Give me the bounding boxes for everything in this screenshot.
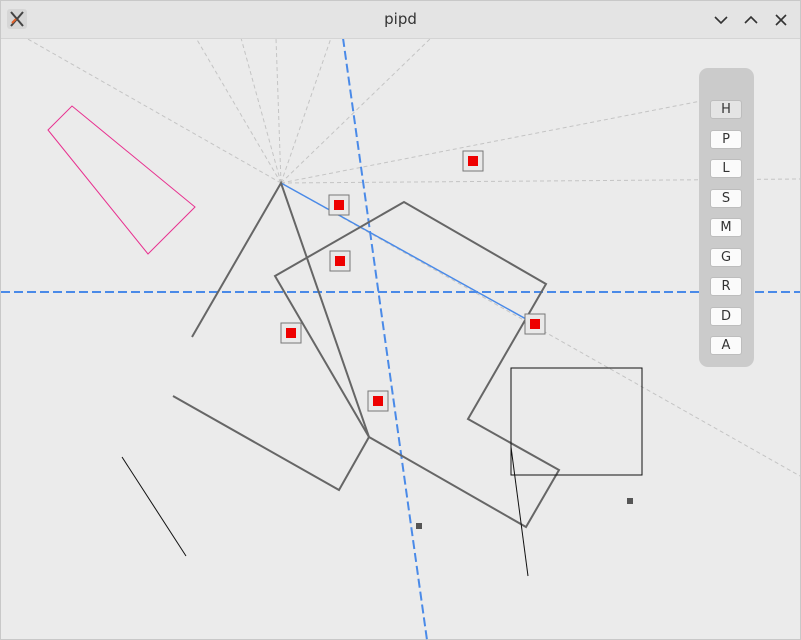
black-line-1 xyxy=(121,456,187,557)
handle xyxy=(280,322,302,344)
tool-r-button[interactable]: R xyxy=(710,277,742,296)
construction-guides xyxy=(26,39,800,477)
tool-a-button[interactable]: A xyxy=(710,336,742,355)
handle xyxy=(462,150,484,172)
drawing-canvas[interactable] xyxy=(1,39,800,640)
gray-shapes[interactable] xyxy=(172,180,561,529)
tool-h-button[interactable]: H xyxy=(710,100,742,119)
chevron-up-icon xyxy=(744,15,758,24)
handle xyxy=(524,313,546,335)
handle xyxy=(367,390,389,412)
selected-edge-line xyxy=(280,182,536,325)
chevron-down-icon xyxy=(714,16,728,25)
handle xyxy=(328,194,350,216)
close-icon xyxy=(775,14,787,26)
black-line-2 xyxy=(510,446,529,577)
tool-s-button[interactable]: S xyxy=(710,189,742,208)
tool-g-button[interactable]: G xyxy=(710,248,742,267)
window-title: pipd xyxy=(384,10,417,28)
rectangle-1 xyxy=(172,180,371,492)
handle xyxy=(329,250,351,272)
tool-m-button[interactable]: M xyxy=(710,218,742,237)
title-bar[interactable]: pipd xyxy=(1,1,800,39)
red-handles[interactable] xyxy=(280,150,546,412)
tool-p-button[interactable]: P xyxy=(710,130,742,149)
point-marker[interactable] xyxy=(416,523,422,529)
close-button[interactable] xyxy=(771,10,791,30)
maximize-button[interactable] xyxy=(741,10,761,30)
vertical-guide-line xyxy=(342,39,428,640)
app-icon xyxy=(7,9,27,29)
tool-d-button[interactable]: D xyxy=(710,307,742,326)
tool-palette: H P L S M G R D A xyxy=(699,68,754,367)
minimize-button[interactable] xyxy=(711,10,731,30)
pink-quad-shape[interactable] xyxy=(47,105,196,255)
black-rectangle xyxy=(510,367,643,476)
point-marker[interactable] xyxy=(627,498,633,504)
black-shapes[interactable] xyxy=(121,367,643,577)
tool-l-button[interactable]: L xyxy=(710,159,742,178)
rectangle-2 xyxy=(273,200,561,529)
blue-guide-lines[interactable] xyxy=(1,39,800,640)
